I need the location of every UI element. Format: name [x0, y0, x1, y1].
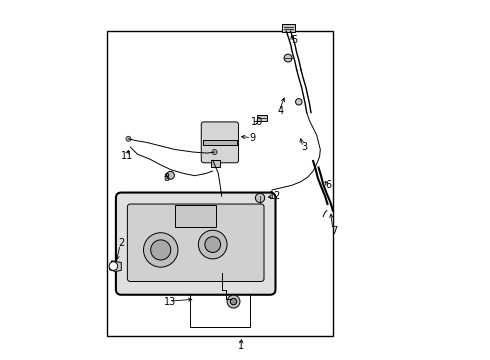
Circle shape — [230, 298, 237, 305]
Text: 9: 9 — [249, 133, 255, 143]
Circle shape — [109, 262, 118, 270]
Text: 4: 4 — [277, 106, 283, 116]
Polygon shape — [109, 261, 122, 271]
Bar — [203, 140, 237, 145]
Circle shape — [126, 136, 131, 141]
Text: 6: 6 — [325, 180, 331, 190]
Text: 1: 1 — [238, 341, 245, 351]
Text: 12: 12 — [269, 191, 281, 201]
Text: 7: 7 — [331, 226, 337, 236]
Text: 5: 5 — [292, 35, 297, 45]
Bar — [257, 116, 267, 121]
Text: 3: 3 — [301, 142, 307, 152]
FancyBboxPatch shape — [127, 204, 264, 282]
Text: 2: 2 — [118, 238, 124, 248]
Circle shape — [205, 237, 220, 252]
Bar — [211, 159, 220, 167]
Circle shape — [198, 230, 227, 259]
Circle shape — [295, 99, 302, 105]
Text: 8: 8 — [164, 173, 170, 183]
Circle shape — [227, 295, 240, 308]
FancyBboxPatch shape — [116, 193, 275, 295]
Bar — [282, 24, 295, 32]
Bar — [175, 205, 216, 226]
Bar — [107, 31, 333, 336]
Circle shape — [255, 193, 265, 203]
FancyBboxPatch shape — [201, 122, 239, 163]
Circle shape — [167, 171, 174, 179]
Text: 13: 13 — [164, 297, 176, 307]
Bar — [191, 279, 250, 327]
Circle shape — [144, 233, 178, 267]
Circle shape — [151, 240, 171, 260]
Circle shape — [284, 54, 292, 62]
Text: 10: 10 — [251, 117, 263, 127]
Circle shape — [212, 149, 217, 154]
Text: 11: 11 — [121, 150, 133, 161]
